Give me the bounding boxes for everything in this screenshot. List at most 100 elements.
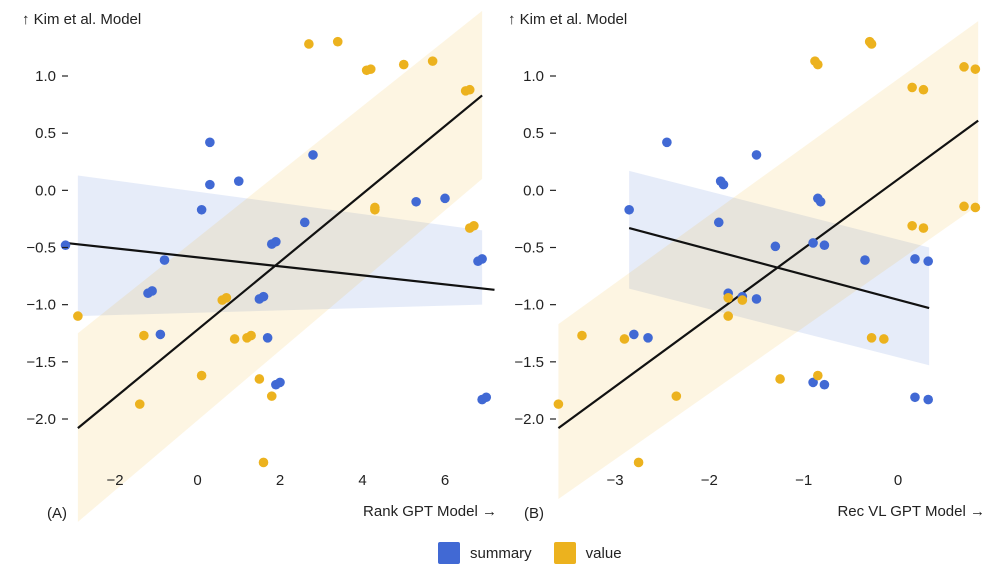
summary-fit-line [628, 227, 930, 310]
x-tick-label: −2 [701, 472, 718, 489]
summary-point [299, 217, 310, 228]
panel-b: ↑ Kim et al. Model 1.0 0.5 0.0 −0.5 −1.0 −1.5… [508, 11, 985, 522]
value-point [266, 391, 277, 401]
summary-point [643, 333, 653, 343]
value-point [577, 330, 587, 341]
summary-point [629, 329, 639, 340]
value-point [737, 295, 748, 305]
fit-lines [557, 119, 979, 430]
value-point [365, 64, 376, 74]
summary-point [808, 238, 818, 248]
legend-label-value: value [585, 544, 622, 562]
y-tick-label: −2.0 [514, 411, 544, 428]
x-tick-label: 2 [276, 472, 284, 489]
value-point [304, 39, 314, 49]
legend: summary value [438, 542, 622, 564]
summary-fit-line [65, 241, 495, 291]
value-point [73, 311, 83, 321]
x-tick-label: 6 [441, 472, 449, 489]
x-axis-label: Rec VL GPT Model → [837, 503, 985, 520]
summary-point [910, 392, 920, 403]
summary-point [770, 241, 781, 252]
summary-point [159, 255, 170, 265]
x-tick-label: −3 [606, 472, 623, 489]
summary-point [662, 137, 672, 148]
value-point [866, 39, 877, 49]
y-tick-label: −0.5 [26, 240, 56, 257]
x-ticks: −2 0 2 4 6 [106, 472, 449, 489]
y-tick-label: 0.5 [35, 125, 56, 142]
value-point [134, 399, 145, 409]
value-point [879, 334, 889, 344]
data-points [60, 36, 492, 468]
y-tick-label: 0.0 [35, 182, 56, 199]
x-tick-label: 4 [358, 472, 366, 489]
x-axis-label: Rank GPT Model → [363, 503, 497, 520]
value-point [254, 374, 265, 384]
summary-point [808, 377, 818, 388]
value-point [723, 311, 733, 321]
y-tick-label: −2.0 [26, 411, 56, 428]
y-tick-label: −1.0 [514, 297, 544, 314]
value-point [139, 330, 149, 341]
value-fit-line [77, 94, 483, 429]
value-point [619, 334, 630, 344]
value-point [775, 374, 785, 384]
summary-point [718, 179, 729, 190]
summary-point [440, 193, 450, 204]
value-point [866, 333, 877, 343]
y-tick-label: −0.5 [514, 240, 544, 257]
x-tick-label: 0 [193, 472, 201, 489]
summary-point [196, 204, 207, 215]
y-tick-label: 1.0 [35, 68, 56, 85]
value-point [196, 370, 207, 381]
summary-point [481, 392, 492, 403]
y-axis-label: ↑ Kim et al. Model [22, 11, 141, 28]
value-point [918, 84, 929, 95]
summary-point [258, 291, 269, 302]
y-tick-label: 0.5 [523, 125, 544, 142]
x-tick-label: −1 [795, 472, 812, 489]
summary-point [233, 176, 244, 186]
panel-label: (B) [524, 505, 544, 522]
summary-point [155, 329, 166, 340]
value-point [970, 202, 981, 213]
summary-point [624, 204, 634, 215]
value-point [370, 202, 380, 213]
value-point [246, 330, 256, 341]
y-ticks: 1.0 0.5 0.0 −0.5 −1.0 −1.5 −2.0 [514, 68, 556, 428]
summary-point [860, 255, 870, 265]
summary-confidence-band [77, 175, 483, 317]
value-confidence-band [558, 21, 979, 500]
summary-point [815, 196, 826, 207]
value-point [221, 293, 232, 303]
summary-point [147, 286, 157, 296]
y-ticks: 1.0 0.5 0.0 −0.5 −1.0 −1.5 −2.0 [26, 68, 68, 428]
x-tick-label: −2 [106, 472, 123, 489]
value-point [332, 36, 343, 47]
value-point [959, 201, 969, 212]
summary-point [477, 254, 487, 264]
legend-item-value: value [553, 542, 622, 564]
x-tick-label: 0 [894, 472, 902, 489]
value-point [907, 82, 917, 93]
legend-swatch-summary [438, 542, 460, 564]
summary-point [262, 333, 273, 343]
x-ticks: −3 −2 −1 0 [606, 472, 902, 489]
y-tick-label: −1.5 [514, 354, 544, 371]
y-axis-label: ↑ Kim et al. Model [508, 11, 627, 28]
y-tick-label: 0.0 [523, 182, 544, 199]
y-tick-label: 1.0 [523, 68, 544, 85]
value-point [959, 62, 969, 72]
value-point [671, 391, 682, 401]
value-point [398, 59, 409, 70]
panel-a: ↑ Kim et al. Model 1.0 0.5 0.0 −0.5 −1.0 −1.5… [22, 10, 497, 522]
value-point [633, 457, 644, 468]
y-tick-label: −1.0 [26, 297, 56, 314]
value-point [918, 223, 929, 233]
legend-item-summary: summary [438, 542, 532, 564]
summary-point [205, 137, 215, 148]
value-point [723, 293, 733, 303]
summary-point [275, 377, 285, 388]
